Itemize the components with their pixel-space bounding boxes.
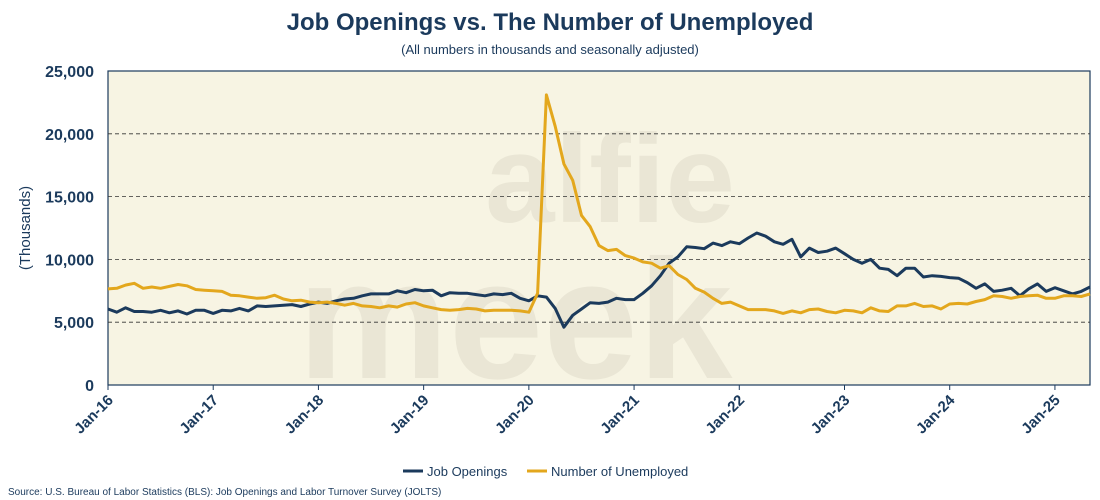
series-layer <box>107 93 1091 329</box>
y-tick-label: 10,000 <box>45 252 94 269</box>
chart-subtitle: (All numbers in thousands and seasonally… <box>401 42 699 57</box>
legend-label-job-openings: Job Openings <box>427 464 508 479</box>
y-tick-label: 5,000 <box>54 315 94 332</box>
x-tick-label: Jan-23 <box>808 392 854 438</box>
x-tick-label: Jan-17 <box>176 392 222 438</box>
source-note: Source: U.S. Bureau of Labor Statistics … <box>8 487 441 498</box>
watermark: alfie meek <box>298 110 735 415</box>
y-tick-label: 25,000 <box>45 64 94 81</box>
chart-title: Job Openings vs. The Number of Unemploye… <box>287 9 814 36</box>
y-tick-label: 15,000 <box>45 190 94 207</box>
y-tick-label: 20,000 <box>45 127 94 144</box>
legend-label-unemployed: Number of Unemployed <box>551 464 688 479</box>
watermark-line1: alfie <box>485 110 735 249</box>
series-line-job-openings <box>107 231 1091 329</box>
y-axis: 0 5,000 10,000 15,000 20,000 25,000 <box>45 64 94 395</box>
gridlines <box>108 133 1090 323</box>
plot-area <box>107 70 1091 386</box>
legend: Job Openings Number of Unemployed <box>403 464 688 479</box>
y-axis-label: (Thousands) <box>17 186 34 270</box>
x-tick-label: Jan-25 <box>1018 392 1064 438</box>
watermark-line2: meek <box>298 225 733 415</box>
y-tick-label: 0 <box>85 378 94 395</box>
x-tick-label: Jan-24 <box>913 391 959 437</box>
series-line-unemployed <box>107 93 1091 315</box>
x-tick-label: Jan-16 <box>71 392 117 438</box>
